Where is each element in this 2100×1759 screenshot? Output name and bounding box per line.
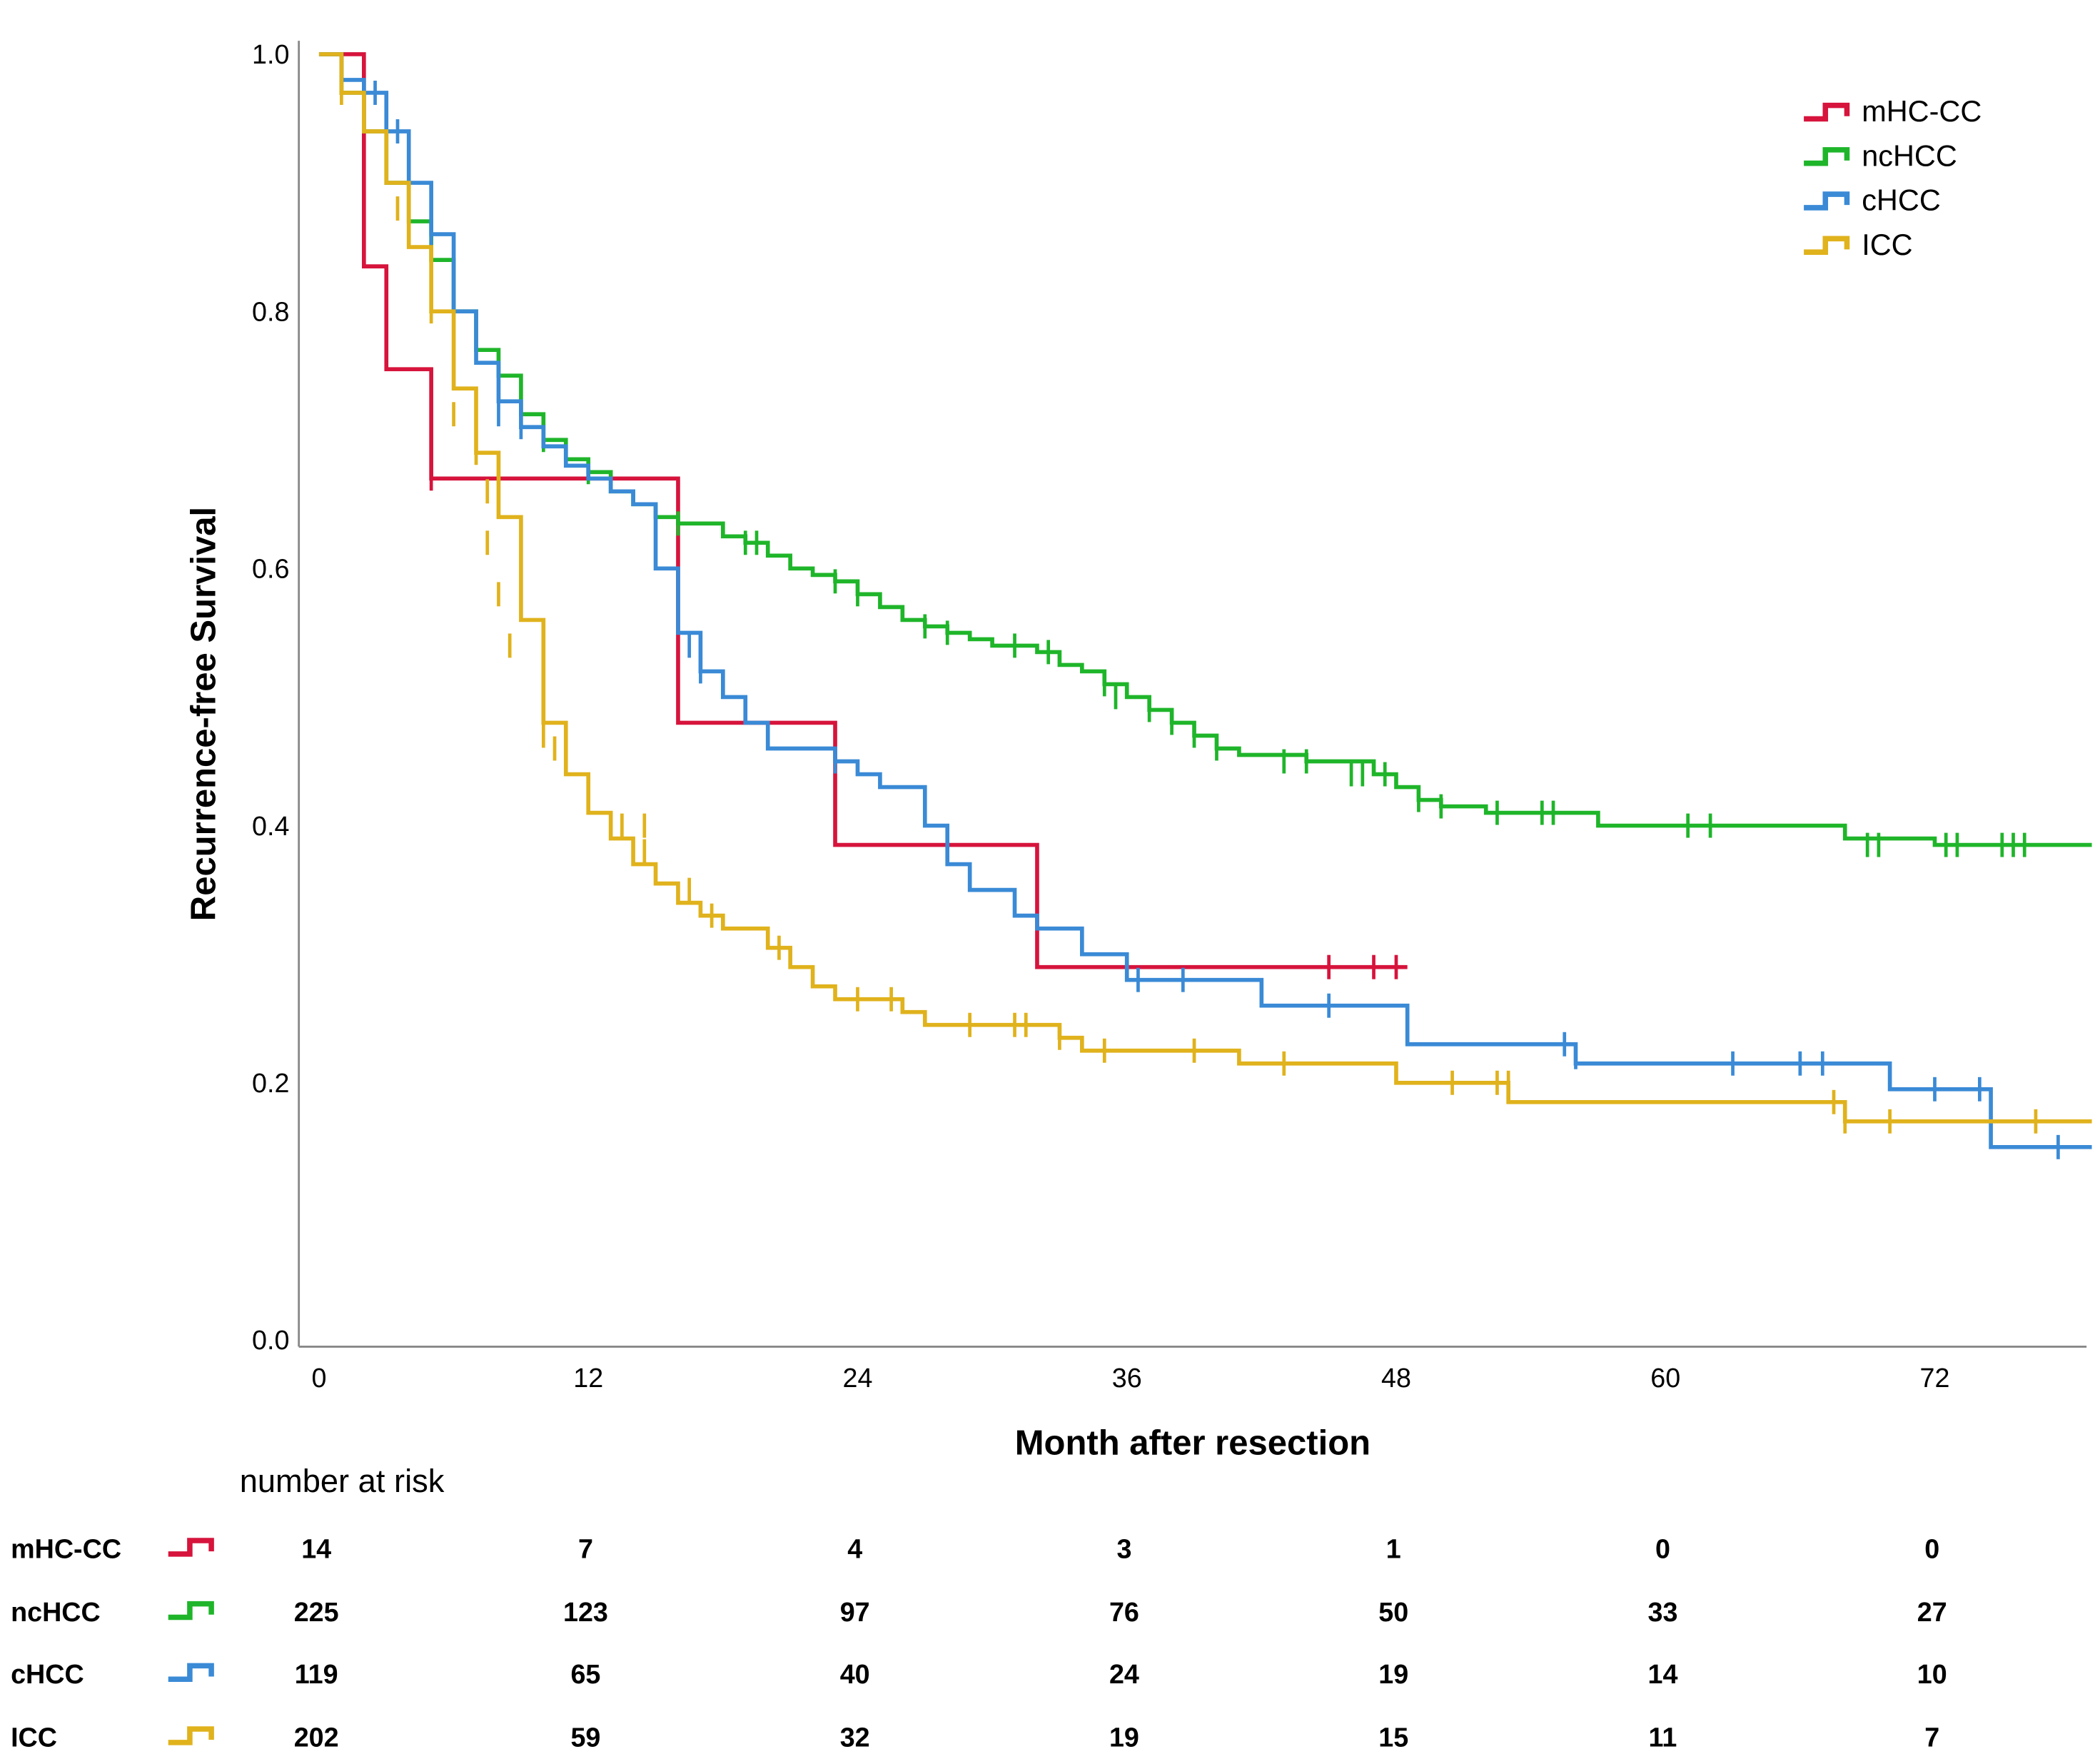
x-tick-label: 0 xyxy=(311,1363,326,1393)
risk-row-label: cHCC xyxy=(11,1659,84,1689)
risk-value: 24 xyxy=(1109,1659,1139,1689)
legend-swatch-icon xyxy=(1804,191,1850,211)
risk-row-label: ICC xyxy=(11,1723,57,1753)
risk-value: 10 xyxy=(1917,1659,1947,1689)
risk-row-label: mHC-CC xyxy=(11,1533,121,1563)
risk-value: 76 xyxy=(1109,1597,1139,1627)
risk-value: 1 xyxy=(1386,1533,1401,1563)
risk-value: 4 xyxy=(847,1533,862,1563)
km-curve xyxy=(318,52,2092,847)
y-tick-label: 0.0 xyxy=(252,1325,289,1355)
y-tick-label: 0.2 xyxy=(252,1068,289,1098)
legend-swatch-icon xyxy=(168,1663,214,1682)
legend-swatch-icon xyxy=(1804,102,1850,122)
risk-value: 119 xyxy=(295,1659,338,1689)
y-axis-label: Recurrence-free Survival xyxy=(185,507,223,921)
legend-swatch-icon xyxy=(168,1601,214,1621)
risk-value: 33 xyxy=(1647,1597,1677,1627)
legend: mHC-CC ncHCC cHCC ICC xyxy=(1804,94,1982,261)
x-tick-label: 48 xyxy=(1381,1363,1411,1393)
risk-value: 7 xyxy=(578,1533,593,1563)
km-curve xyxy=(318,52,1408,969)
risk-value: 32 xyxy=(840,1723,870,1753)
risk-value: 0 xyxy=(1924,1533,1939,1563)
x-axis-label: Month after resection xyxy=(1015,1423,1370,1462)
series-ncHCC xyxy=(318,52,2092,857)
series-cHCC xyxy=(318,52,2092,1159)
x-tick-label: 72 xyxy=(1920,1363,1950,1393)
risk-value: 14 xyxy=(301,1533,331,1563)
x-tick-label: 60 xyxy=(1650,1363,1680,1393)
series-mHC-CC xyxy=(318,52,1408,979)
x-tick-label: 12 xyxy=(573,1363,603,1393)
legend-swatch-icon xyxy=(168,1538,214,1557)
risk-value: 11 xyxy=(1649,1723,1677,1753)
y-tick-label: 0.8 xyxy=(252,296,289,326)
y-tick-label: 1.0 xyxy=(252,39,289,69)
risk-row-label: ncHCC xyxy=(11,1597,101,1627)
km-curve xyxy=(318,52,2092,1149)
risk-value: 7 xyxy=(1924,1723,1939,1753)
risk-value: 19 xyxy=(1378,1659,1408,1689)
legend-label: ICC xyxy=(1862,228,1912,261)
legend-label: mHC-CC xyxy=(1862,94,1982,128)
risk-value: 0 xyxy=(1655,1533,1670,1563)
legend-label: ncHCC xyxy=(1862,138,1957,172)
x-tick-label: 36 xyxy=(1112,1363,1142,1393)
risk-value: 40 xyxy=(840,1659,870,1689)
axes xyxy=(298,41,2087,1348)
risk-value: 202 xyxy=(294,1723,339,1753)
risk-value: 14 xyxy=(1647,1659,1677,1689)
legend-swatch-icon xyxy=(1804,236,1850,255)
risk-value: 3 xyxy=(1116,1533,1131,1563)
y-tick-label: 0.6 xyxy=(252,554,289,584)
series-ICC xyxy=(318,52,2092,1134)
risk-value: 59 xyxy=(570,1723,600,1753)
risk-value: 97 xyxy=(840,1597,870,1627)
y-tick-label: 0.4 xyxy=(252,811,289,841)
km-curve xyxy=(318,52,2092,1124)
legend-swatch-icon xyxy=(168,1726,214,1745)
risk-value: 27 xyxy=(1917,1597,1947,1627)
x-tick-label: 24 xyxy=(842,1363,872,1393)
risk-value: 225 xyxy=(294,1597,339,1627)
legend-label: cHCC xyxy=(1862,183,1941,217)
legend-swatch-icon xyxy=(1804,147,1850,166)
risk-value: 15 xyxy=(1378,1723,1408,1753)
risk-table-title: number at risk xyxy=(240,1463,445,1499)
risk-value: 50 xyxy=(1378,1597,1408,1627)
risk-value: 19 xyxy=(1109,1723,1139,1753)
risk-value: 65 xyxy=(570,1659,600,1689)
risk-value: 123 xyxy=(563,1597,608,1627)
